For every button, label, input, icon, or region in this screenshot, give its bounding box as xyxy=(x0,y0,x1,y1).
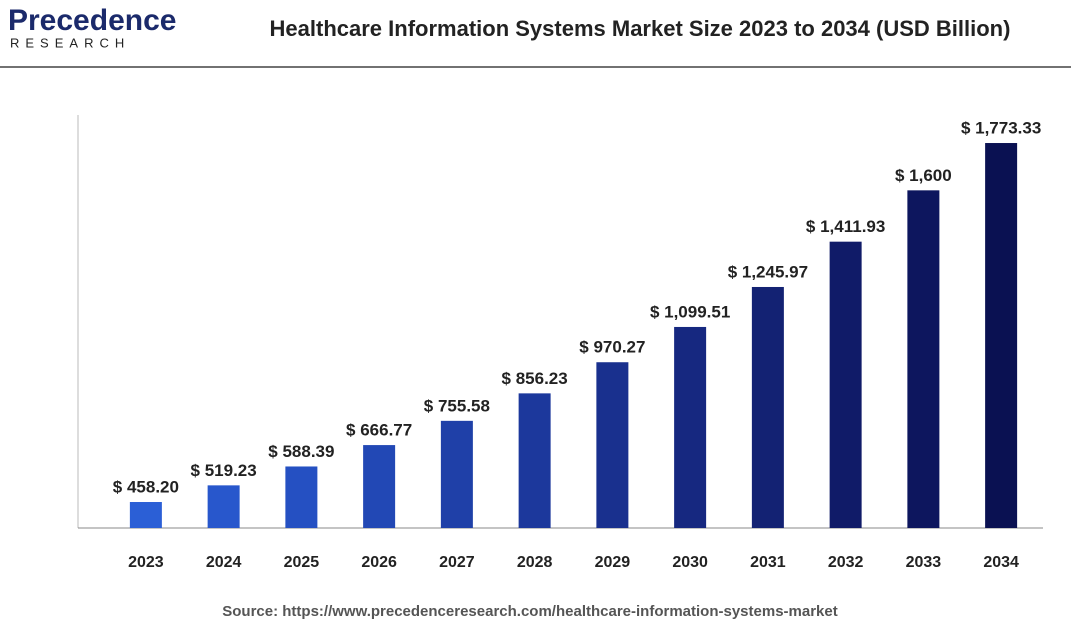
bar xyxy=(207,485,240,528)
value-label: $ 1,245.97 xyxy=(728,262,808,281)
x-tick-label: 2025 xyxy=(284,554,320,571)
x-tick-label: 2030 xyxy=(672,554,708,571)
bar xyxy=(751,286,784,528)
bar xyxy=(518,393,551,528)
x-tick-label: 2023 xyxy=(128,554,164,571)
value-label: $ 1,099.51 xyxy=(650,302,730,321)
bar xyxy=(985,143,1018,529)
value-label: $ 1,411.93 xyxy=(806,217,885,236)
value-label: $ 755.58 xyxy=(424,396,490,415)
value-label: $ 458.20 xyxy=(113,477,179,496)
bar xyxy=(907,190,940,529)
x-tick-label: 2024 xyxy=(206,554,242,571)
x-tick-label: 2027 xyxy=(439,554,475,571)
x-tick-label: 2026 xyxy=(361,554,397,571)
bar xyxy=(596,362,629,528)
bar xyxy=(285,466,318,528)
x-tick-label: 2031 xyxy=(750,554,786,571)
bar xyxy=(829,241,862,528)
bar xyxy=(129,502,162,528)
x-tick-label: 2034 xyxy=(983,554,1019,571)
logo-tagline: RESEARCH xyxy=(10,35,130,50)
logo-name: Precedence xyxy=(8,4,176,37)
x-tick-label: 2032 xyxy=(828,554,864,571)
source: Source: https://www.precedenceresearch.c… xyxy=(222,603,837,620)
bar xyxy=(363,445,396,528)
value-label: $ 588.39 xyxy=(268,442,334,461)
x-tick-label: 2028 xyxy=(517,554,553,571)
value-label: $ 1,600 xyxy=(895,166,952,185)
bar xyxy=(674,326,707,528)
chart-title: Healthcare Information Systems Market Si… xyxy=(270,16,1011,41)
value-label: $ 1,773.33 xyxy=(961,119,1041,138)
value-label: $ 666.77 xyxy=(346,421,412,440)
bar xyxy=(440,420,473,528)
x-tick-label: 2029 xyxy=(595,554,631,571)
value-label: $ 519.23 xyxy=(191,461,257,480)
value-label: $ 856.23 xyxy=(502,369,568,388)
x-tick-label: 2033 xyxy=(906,554,942,571)
value-label: $ 970.27 xyxy=(579,338,645,357)
